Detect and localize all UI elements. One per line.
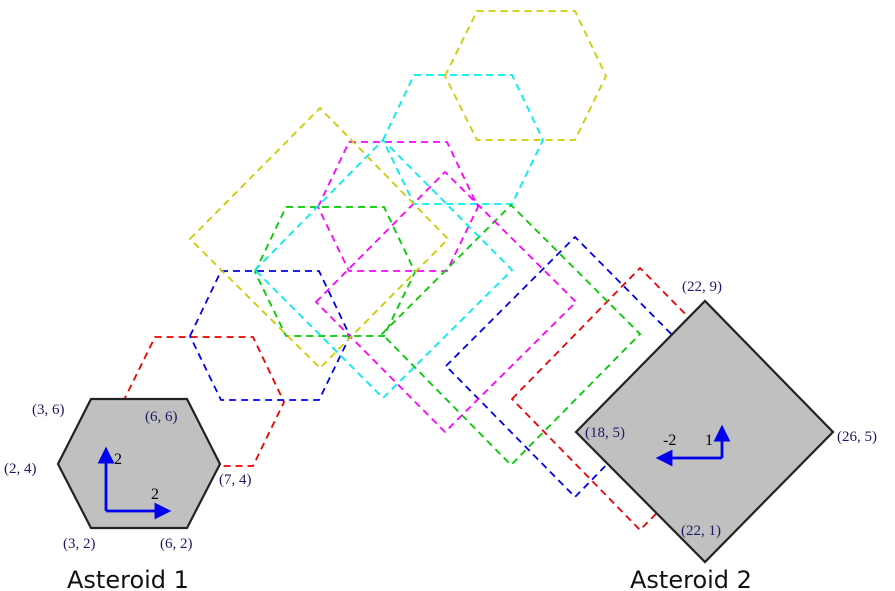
- asteroid-1-vertex-label: (3, 2): [63, 536, 96, 552]
- asteroid-2-vertex-label: (26, 5): [837, 429, 877, 445]
- asteroid-2-vertex-label: (22, 9): [682, 279, 722, 295]
- hex-trail-blue: [189, 270, 351, 401]
- asteroid-1-shape: [56, 397, 222, 530]
- asteroid-1-vertex-label: (6, 6): [145, 409, 178, 425]
- hex-trail-cyan: [382, 74, 544, 205]
- hex-trail-yellow: [443, 10, 607, 141]
- asteroid-1-title: Asteroid 1: [67, 566, 189, 591]
- asteroid-2-velocity-x-label: -2: [663, 432, 676, 449]
- hex-trail-green: [254, 206, 416, 337]
- asteroid-2-vertex-label: (18, 5): [585, 425, 625, 441]
- asteroid-2-vertex-label: (22, 1): [681, 523, 721, 539]
- asteroid-1-trail: [121, 10, 607, 467]
- hex-trail-magenta: [317, 141, 479, 272]
- asteroid-1-velocity-y-label: 2: [114, 451, 122, 468]
- asteroid-1-vertex-label: (7, 4): [219, 472, 252, 488]
- asteroid-2: -2 1 (22, 9) (18, 5) (26, 5) (22, 1) Ast…: [574, 279, 877, 591]
- asteroid-1-vertex-label: (3, 6): [32, 402, 65, 418]
- diamond-trail-cyan: [253, 138, 514, 400]
- diamond-trail-magenta: [314, 170, 578, 434]
- diamond-trail-red: [510, 266, 771, 532]
- asteroid-1-vertex-label: (2, 4): [4, 461, 37, 477]
- asteroid-2-title: Asteroid 2: [630, 566, 752, 591]
- diamond-trail-yellow: [188, 106, 450, 370]
- asteroid-2-shape: [574, 299, 835, 564]
- asteroid-2-velocity-y-label: 1: [705, 432, 713, 449]
- diamond-trail-green: [380, 203, 642, 467]
- asteroid-1-vertex-label: (6, 2): [160, 536, 193, 552]
- asteroid-1: 2 2 (3, 6) (6, 6) (2, 4) (7, 4) (3, 2) (…: [4, 397, 252, 591]
- asteroid-1-velocity-x-label: 2: [151, 486, 159, 503]
